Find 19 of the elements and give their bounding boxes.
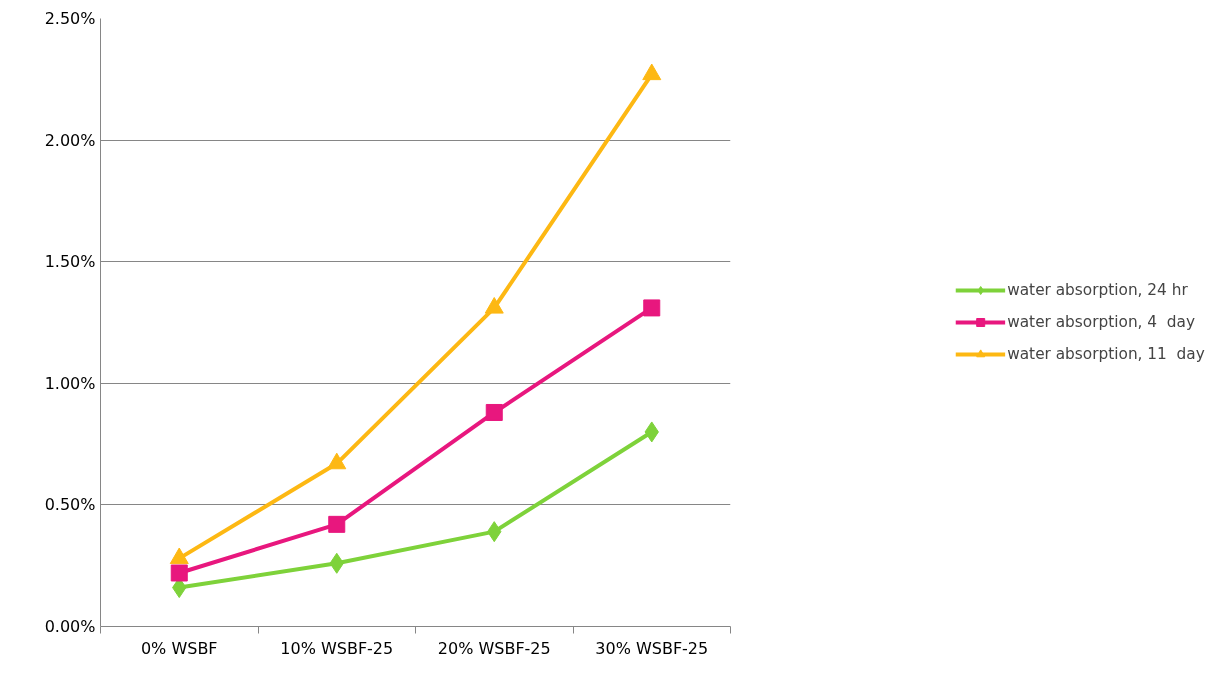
point	[643, 299, 661, 317]
y-tick-label: 0.50%	[44, 495, 96, 515]
x-tick-label: 20% WSBF-25	[437, 638, 551, 658]
x-tick-label: 0% WSBF	[140, 638, 218, 658]
point	[328, 515, 346, 533]
x-tick-label: 10% WSBF-25	[280, 638, 394, 658]
legend-label: water absorption, 11 day	[1007, 345, 1205, 363]
point	[485, 403, 503, 421]
legend-label: water absorption, 24 hr	[1007, 281, 1188, 299]
point	[170, 564, 188, 582]
point	[484, 297, 504, 314]
x-tick-label: 30% WSBF-25	[595, 638, 709, 658]
y-tick-label: 1.00%	[44, 373, 96, 393]
y-tick-label: 1.50%	[44, 252, 96, 272]
point	[642, 63, 662, 81]
legend-label: water absorption, 4 day	[1007, 313, 1196, 331]
y-tick-label: 2.00%	[44, 130, 96, 150]
y-tick-label: 2.50%	[44, 9, 96, 28]
y-tick-label: 0.00%	[44, 617, 96, 636]
